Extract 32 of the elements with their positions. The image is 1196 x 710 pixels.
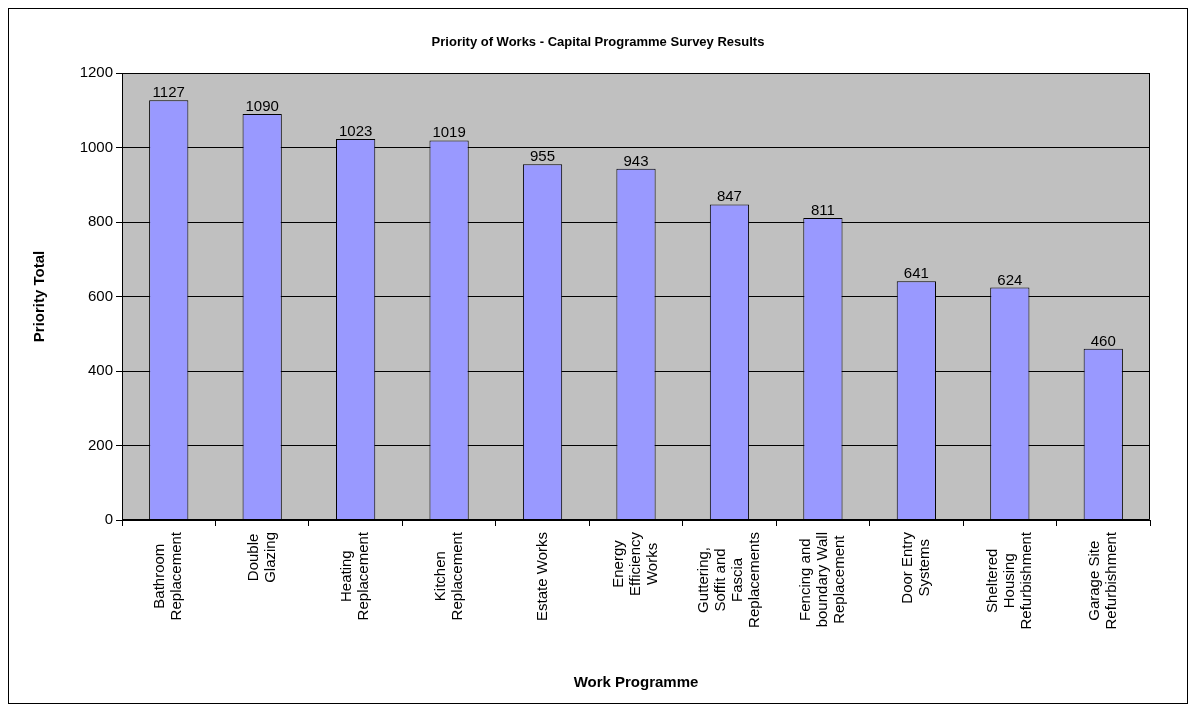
data-label: 641 [903, 264, 929, 282]
x-tick-label: Fencing and boundary Wall Replacement [796, 532, 848, 628]
data-label: 943 [623, 151, 649, 169]
data-label: 847 [716, 187, 742, 205]
x-tick-label: Kitchen Replacement [430, 531, 465, 621]
x-tick-label: Guttering, Soffit and Fascia Replacements [694, 532, 763, 628]
x-tick-label: Energy Efficiency Works [609, 531, 661, 596]
x-tick-label: Bathroom Replacement [150, 531, 185, 621]
data-label: 1090 [245, 96, 279, 114]
x-tick-label: Garage Site Refurbishment [1084, 531, 1119, 630]
y-tick-label: 400 [87, 361, 113, 379]
data-label: 955 [530, 147, 556, 165]
data-label: 811 [810, 200, 835, 218]
data-label: 1127 [152, 83, 185, 101]
y-tick-label: 1200 [79, 63, 113, 81]
x-tick-label: Sheltered Housing Refurbishment [982, 531, 1034, 630]
y-tick-label: 600 [87, 286, 113, 304]
y-tick-label: 800 [87, 212, 113, 230]
x-tick-label: Double Glazing [243, 532, 278, 583]
data-label: 624 [997, 270, 1023, 288]
x-axis-title: Work Programme [573, 673, 699, 691]
data-label: 1023 [338, 121, 373, 139]
data-label: 1019 [432, 123, 466, 141]
x-tick-label: Heating Replacement [337, 531, 372, 621]
x-tick-label: Door Entry Systems [898, 531, 932, 604]
y-tick-label: 1000 [79, 137, 113, 155]
chart-title: Priority of Works - Capital Programme Survey Results [431, 33, 765, 49]
y-tick-label: 200 [87, 435, 113, 453]
x-tick-label: Estate Works [532, 532, 550, 621]
y-axis-title: Priority Total [30, 250, 48, 343]
data-label: 460 [1090, 331, 1116, 349]
y-tick-label: 0 [104, 510, 113, 528]
